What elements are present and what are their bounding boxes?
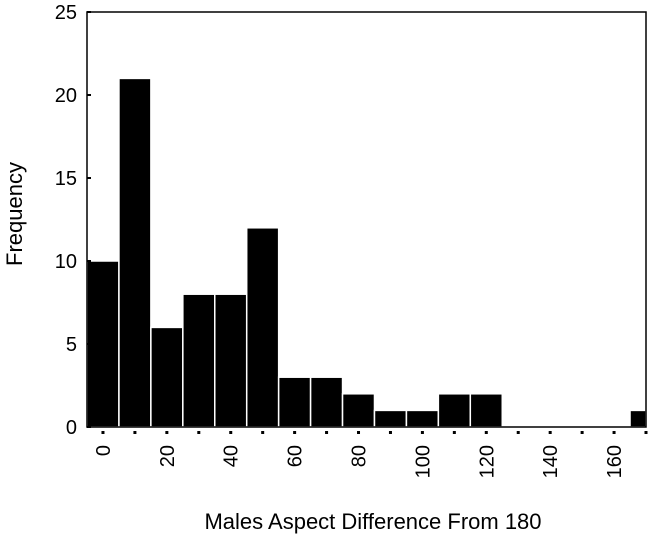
x-tick-label: 40 xyxy=(221,445,243,467)
histogram-bar xyxy=(629,409,647,428)
histogram-bar xyxy=(277,376,312,428)
x-tick-mark xyxy=(261,431,265,434)
x-tick-label: 20 xyxy=(157,445,179,467)
x-tick-label: 0 xyxy=(93,445,115,456)
x-tick-label: 80 xyxy=(349,445,371,467)
x-tick-mark xyxy=(516,431,520,434)
y-tick-label: 15 xyxy=(55,168,77,190)
x-tick-mark xyxy=(612,431,616,434)
x-tick-mark xyxy=(452,431,456,434)
histogram-bar xyxy=(341,393,376,428)
plot-frame xyxy=(86,11,647,428)
x-tick-mark xyxy=(325,431,329,434)
x-tick-mark xyxy=(197,431,201,434)
x-tick-label: 160 xyxy=(604,445,626,478)
x-tick-label: 100 xyxy=(412,445,434,478)
y-tick-label: 10 xyxy=(55,251,77,273)
y-axis-ticks: 0 5 10 15 20 25 xyxy=(55,2,91,439)
x-tick-label: 60 xyxy=(285,445,307,467)
histogram-bar xyxy=(150,326,184,428)
x-tick-mark xyxy=(548,431,552,434)
histogram-bar xyxy=(118,77,152,428)
histogram-bar xyxy=(405,409,440,428)
x-tick-label: 120 xyxy=(476,445,498,478)
x-tick-mark xyxy=(644,431,648,434)
histogram-bar xyxy=(309,376,344,428)
histogram-bar xyxy=(245,227,280,428)
x-tick-mark xyxy=(101,431,105,434)
x-tick-label: 140 xyxy=(540,445,562,478)
y-tick-label: 25 xyxy=(55,2,77,24)
x-tick-mark xyxy=(484,431,488,434)
x-tick-mark xyxy=(133,431,137,434)
plot-border xyxy=(86,11,647,428)
histogram-bar xyxy=(214,293,248,428)
bars-layer xyxy=(86,77,647,428)
x-tick-mark xyxy=(388,431,392,434)
x-tick-mark xyxy=(293,431,297,434)
histogram-bar xyxy=(373,409,408,428)
histogram-bar xyxy=(437,393,472,428)
x-tick-mark xyxy=(229,431,233,434)
y-axis-title: Frequency xyxy=(2,162,27,266)
histogram-bar xyxy=(469,393,504,428)
x-axis-ticks: 0 20 40 60 80 100 120 140 160 xyxy=(93,431,648,478)
x-axis-title: Males Aspect Difference From 180 xyxy=(204,509,541,534)
x-tick-mark xyxy=(165,431,169,434)
x-tick-mark xyxy=(420,431,424,434)
histogram-bar xyxy=(86,260,120,428)
y-tick-label: 20 xyxy=(55,85,77,107)
x-tick-mark xyxy=(357,431,361,434)
y-tick-label: 5 xyxy=(66,334,77,356)
histogram-bar xyxy=(182,293,216,428)
y-tick-label: 0 xyxy=(66,417,77,439)
x-tick-mark xyxy=(580,431,584,434)
